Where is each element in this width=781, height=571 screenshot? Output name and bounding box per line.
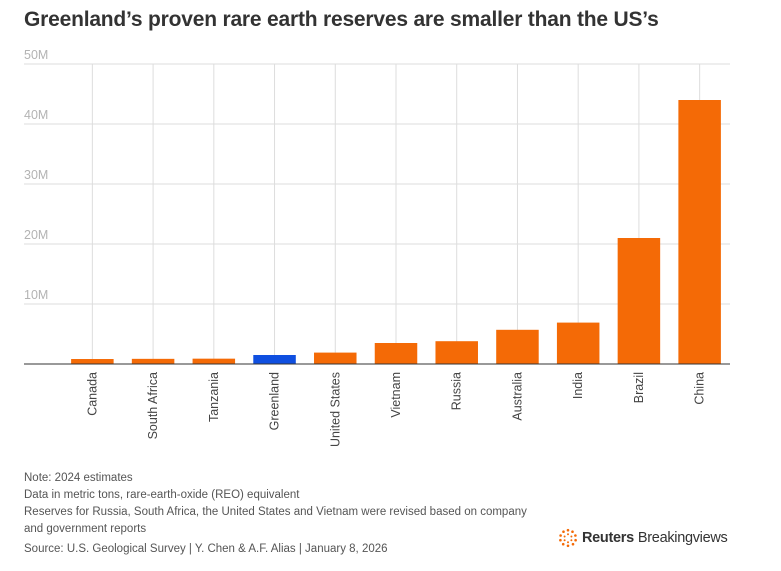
x-tick-label: India [571, 372, 585, 399]
reuters-breakingviews-logo: Reuters Breakingviews [558, 528, 728, 548]
logo-dot [567, 541, 569, 544]
x-tick-label: Australia [510, 372, 524, 421]
logo-dot [566, 528, 570, 532]
bar-south-africa [131, 358, 175, 364]
y-tick-label: 50M [24, 48, 48, 62]
bar-chart: 10M 20M 30M 40M 50M Canada South Africa Tanzan… [24, 48, 730, 447]
bar-vietnam [374, 343, 418, 364]
logo-dot [570, 539, 573, 542]
logo-dot [571, 542, 575, 546]
logo-dot [559, 534, 562, 537]
x-tick-label: United States [328, 372, 342, 447]
logo-brand: Reuters [582, 530, 634, 546]
x-tick-label: Vietnam [389, 372, 403, 418]
logo-dot [574, 534, 577, 537]
logo-product: Breakingviews [637, 530, 728, 546]
x-tick-label: Canada [85, 372, 99, 416]
logo-dot [561, 542, 565, 546]
note-line: Note: 2024 estimates [24, 472, 133, 484]
logo-dot [570, 535, 573, 538]
x-tick-label: China [693, 372, 707, 405]
x-tick-label: Tanzania [207, 372, 221, 422]
bar-russia [435, 341, 478, 364]
logo-dot [566, 544, 570, 548]
bar-greenland [253, 355, 296, 364]
x-tick-label: South Africa [146, 372, 160, 439]
bar-china [678, 100, 721, 364]
y-tick-label: 40M [24, 108, 48, 122]
logo-dot [563, 539, 566, 542]
bar-canada [71, 359, 114, 364]
notes: Note: 2024 estimates Data in metric tons… [24, 470, 544, 538]
logo-dot [562, 530, 565, 533]
logo-dot [574, 538, 577, 542]
chart-title: Greenland’s proven rare earth reserves a… [24, 8, 659, 31]
bar-united-states [314, 352, 357, 364]
x-axis-labels: Canada South Africa Tanzania Greenland Unite… [85, 372, 706, 447]
y-tick-label: 20M [24, 228, 48, 242]
bar-tanzania [192, 358, 236, 364]
bars [71, 100, 721, 364]
y-tick-label: 30M [24, 168, 48, 182]
x-tick-label: Greenland [268, 372, 282, 430]
logo-dot [563, 535, 566, 538]
x-tick-label: Brazil [632, 372, 646, 403]
logo-dot [571, 530, 574, 533]
source-line: Source: U.S. Geological Survey | Y. Chen… [24, 543, 388, 555]
note-line: Reserves for Russia, South Africa, the U… [24, 506, 527, 535]
y-tick-label: 10M [24, 288, 48, 302]
y-axis-ticks: 10M 20M 30M 40M 50M [24, 48, 48, 302]
reuters-dots-icon [559, 528, 577, 548]
bar-brazil [617, 238, 661, 364]
bar-australia [496, 329, 539, 364]
logo-dot [567, 533, 569, 536]
logo-dot [559, 538, 562, 542]
note-line: Data in metric tons, rare-earth-oxide (R… [24, 489, 300, 501]
bar-india [556, 322, 600, 364]
x-tick-label: Russia [450, 372, 464, 410]
